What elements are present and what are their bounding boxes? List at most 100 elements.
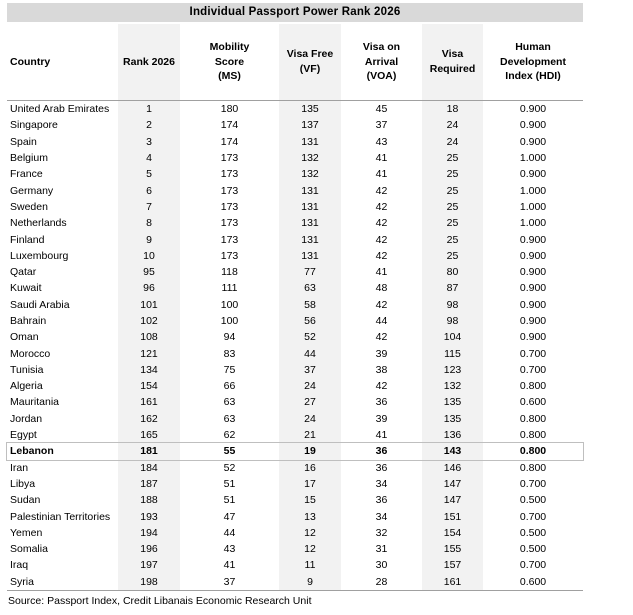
cell-visa-required: 24	[422, 117, 483, 134]
table-title: Individual Passport Power Rank 2026	[7, 3, 583, 22]
cell-visa-required: 25	[422, 215, 483, 232]
table-row: Palestinian Territories 193 47 13 34 151…	[7, 508, 583, 525]
table-row: Germany 6 173 131 42 25 1.000	[7, 182, 583, 199]
cell-visa-required: 80	[422, 263, 483, 281]
cell-rank-2026: 3	[118, 133, 180, 150]
table-row: Libya 187 51 17 34 147 0.700	[7, 475, 583, 493]
cell-rank-2026: 1	[118, 101, 180, 118]
cell-rank-2026: 121	[118, 345, 180, 362]
cell-visa-free: 131	[279, 133, 341, 150]
cell-mobility-score: 47	[223, 510, 236, 523]
cell-country: Singapore	[10, 119, 58, 132]
table-row: Netherlands 8 173 131 42 25 1.000	[7, 215, 583, 232]
header-hdi: Human Development Index (HDI)	[500, 40, 566, 83]
cell-visa-required: 25	[422, 198, 483, 216]
cell-mobility-score: 66	[223, 380, 236, 393]
cell-mobility-score: 173	[220, 233, 239, 246]
cell-country: Spain	[10, 135, 37, 148]
table-row: France 5 173 132 41 25 0.900	[7, 166, 583, 183]
cell-visa-free: 21	[279, 426, 341, 444]
cell-hdi: 0.700	[519, 477, 547, 490]
cell-hdi: 0.800	[519, 461, 547, 474]
cell-rank-2026: 161	[118, 394, 180, 411]
cell-visa-free: 52	[279, 329, 341, 346]
cell-hdi: 0.800	[519, 429, 547, 442]
table-row: Qatar 95 118 77 41 80 0.900	[7, 263, 583, 281]
cell-visa-free: 131	[279, 231, 341, 248]
cell-country: Yemen	[10, 526, 43, 539]
table-row: Yemen 194 44 12 32 154 0.500	[7, 524, 583, 542]
cell-visa-free: 132	[279, 166, 341, 183]
cell-rank-2026: 9	[118, 231, 180, 248]
table-row: Somalia 196 43 12 31 155 0.500	[7, 541, 583, 558]
cell-hdi: 0.900	[519, 119, 547, 132]
cell-mobility-score: 180	[220, 103, 239, 116]
cell-visa-free: 9	[279, 573, 341, 590]
cell-country: Kuwait	[10, 282, 42, 295]
cell-hdi: 0.900	[519, 135, 547, 148]
cell-mobility-score: 111	[221, 282, 238, 295]
header-visa-on-arrival: Visa on Arrival (VOA)	[362, 40, 401, 83]
cell-hdi: 0.600	[519, 575, 547, 588]
cell-visa-free: 137	[279, 117, 341, 134]
cell-hdi: 0.900	[519, 168, 547, 181]
cell-rank-2026: 4	[118, 149, 180, 167]
cell-mobility-score: 173	[220, 249, 239, 262]
header-visa-free: Visa Free (VF)	[279, 24, 341, 100]
cell-visa-required: 98	[422, 296, 483, 313]
cell-visa-free: 13	[279, 508, 341, 525]
cell-country: United Arab Emirates	[10, 103, 110, 116]
cell-hdi: 1.000	[519, 152, 547, 165]
cell-visa-required: 147	[422, 492, 483, 509]
cell-visa-free: 56	[279, 312, 341, 330]
cell-visa-required: 25	[422, 247, 483, 264]
cell-hdi: 0.700	[519, 347, 547, 360]
cell-country: Iran	[10, 461, 29, 474]
cell-visa-required: 135	[422, 394, 483, 411]
cell-visa-required: 132	[422, 378, 483, 395]
cell-country: Tunisia	[10, 363, 44, 376]
cell-visa-free: 77	[279, 263, 341, 281]
cell-visa-free: 58	[279, 296, 341, 313]
cell-rank-2026: 187	[118, 475, 180, 493]
cell-visa-on-arrival: 39	[375, 412, 388, 425]
header-mobility-score: Mobility Score (MS)	[209, 40, 250, 83]
table-row: Singapore 2 174 137 37 24 0.900	[7, 117, 583, 134]
cell-visa-required: 146	[422, 459, 483, 476]
cell-country: Mauritania	[10, 396, 60, 409]
cell-hdi: 0.900	[519, 249, 547, 262]
cell-country: Oman	[10, 331, 39, 344]
cell-visa-required: 87	[422, 280, 483, 297]
header-visa-required: Visa Required	[422, 24, 483, 100]
cell-visa-required: 154	[422, 524, 483, 542]
cell-mobility-score: 37	[223, 575, 236, 588]
cell-visa-on-arrival: 34	[375, 477, 388, 490]
cell-hdi: 1.000	[519, 184, 547, 197]
cell-country: Sweden	[10, 200, 48, 213]
table-body: United Arab Emirates 1 180 135 45 18 0.9…	[6, 101, 584, 591]
cell-visa-free: 15	[279, 492, 341, 509]
cell-mobility-score: 51	[223, 477, 236, 490]
cell-visa-required: 157	[422, 557, 483, 574]
cell-visa-on-arrival: 41	[375, 152, 388, 165]
cell-hdi: 0.900	[519, 331, 547, 344]
cell-visa-required: 115	[422, 345, 483, 362]
cell-visa-free: 17	[279, 475, 341, 493]
cell-rank-2026: 5	[118, 166, 180, 183]
cell-rank-2026: 102	[118, 312, 180, 330]
source-note: Source: Passport Index, Credit Libanais …	[8, 594, 312, 607]
cell-visa-on-arrival: 37	[375, 119, 388, 132]
cell-rank-2026: 7	[118, 198, 180, 216]
cell-visa-on-arrival: 42	[375, 380, 388, 393]
cell-visa-on-arrival: 34	[375, 510, 388, 523]
cell-mobility-score: 173	[220, 184, 239, 197]
cell-visa-free: 131	[279, 182, 341, 199]
cell-visa-required: 123	[422, 361, 483, 379]
cell-rank-2026: 188	[118, 492, 180, 509]
cell-visa-required: 147	[422, 475, 483, 493]
table-row: Sweden 7 173 131 42 25 1.000	[7, 198, 583, 216]
cell-hdi: 0.600	[519, 396, 547, 409]
cell-visa-on-arrival: 38	[375, 363, 388, 376]
cell-rank-2026: 184	[118, 459, 180, 476]
